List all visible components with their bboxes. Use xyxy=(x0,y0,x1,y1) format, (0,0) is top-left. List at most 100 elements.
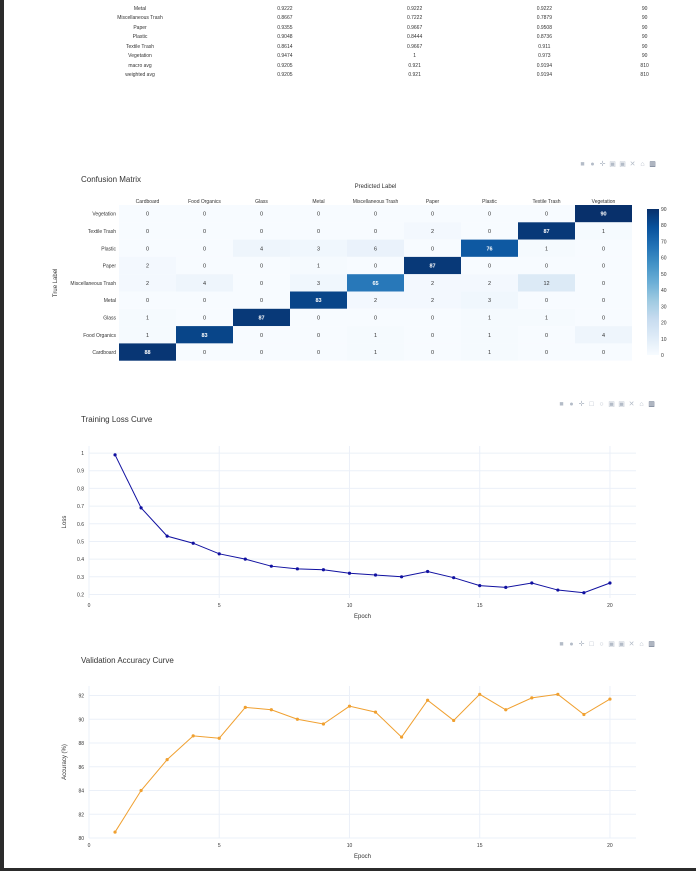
training-loss-chart[interactable]: 1 0.9 0.8 0.7 0.6 0.5 0.4 0.3 0.2 0 5 10 15 20 Epoch Lo… xyxy=(0,430,696,630)
y-tick-label: Metal xyxy=(104,298,116,304)
heatmap-cell xyxy=(347,239,404,257)
zoom-in-icon[interactable]: ▣ xyxy=(608,401,615,408)
data-point xyxy=(347,704,352,708)
camera-icon[interactable]: ■ xyxy=(580,161,585,168)
cell-value-label: 1 xyxy=(488,315,491,321)
report-cell-label: Paper xyxy=(133,24,147,31)
cell-value-label: 88 xyxy=(144,350,150,356)
confusion-matrix-chart[interactable]: Predicted Label True Label Cardboard Food O… xyxy=(0,178,696,378)
heatmap-cell xyxy=(290,205,347,223)
y-tick-label: 92 xyxy=(78,694,84,700)
report-cell-recall: 0.7222 xyxy=(406,15,423,22)
cell-value-label: 87 xyxy=(429,264,435,270)
report-cell-label: Plastic xyxy=(132,34,148,41)
autoscale-icon[interactable]: ✕ xyxy=(628,641,635,648)
cell-value-label: 4 xyxy=(260,246,263,252)
lasso-icon[interactable]: ○ xyxy=(599,641,604,648)
cell-value-label: 0 xyxy=(146,212,149,218)
heatmap-cell xyxy=(461,274,518,292)
report-cell-support: 810 xyxy=(640,62,649,69)
data-point xyxy=(295,717,299,721)
home-icon[interactable]: ⌂ xyxy=(639,641,644,648)
colorbar-tick-label: 30 xyxy=(661,304,667,310)
heatmap-cell xyxy=(518,205,575,223)
cell-value-label: 0 xyxy=(602,281,605,287)
home-icon[interactable]: ⌂ xyxy=(640,161,645,168)
colorbar-tick-label: 20 xyxy=(661,321,667,327)
zoom-icon[interactable]: ● xyxy=(569,641,574,648)
y-tick-label: 84 xyxy=(78,789,84,795)
modebar: ■ ● ✛ ▣ ▣ ✕ ⌂ ▥ xyxy=(579,161,656,168)
autoscale-icon[interactable]: ✕ xyxy=(629,161,636,168)
lasso-icon[interactable]: ○ xyxy=(599,401,604,408)
x-tick-label: Vegetation xyxy=(592,199,616,205)
y-tick-label: 0.4 xyxy=(77,557,84,563)
home-icon[interactable]: ⌂ xyxy=(639,401,644,408)
zoom-icon[interactable]: ● xyxy=(569,401,574,408)
box-select-icon[interactable]: □ xyxy=(589,401,594,408)
x-tick-label: Paper xyxy=(426,199,440,205)
y-tick-label: 1 xyxy=(81,451,84,457)
y-tick-label: Textile Trash xyxy=(88,229,116,235)
plotly-logo-icon[interactable]: ▥ xyxy=(648,641,655,648)
plotly-logo-icon[interactable]: ▥ xyxy=(649,161,656,168)
cell-value-label: 0 xyxy=(431,212,434,218)
cell-value-label: 2 xyxy=(431,281,434,287)
data-point xyxy=(530,581,534,585)
report-cell-f1: 0.8736 xyxy=(536,34,552,41)
heatmap-cell xyxy=(119,326,176,344)
heatmap-cell xyxy=(119,274,176,292)
heatmap-cell xyxy=(176,326,233,344)
cell-value-label: 83 xyxy=(201,333,207,339)
x-tick-label: Textile Trash xyxy=(532,199,560,205)
report-cell-precision: 0.8667 xyxy=(277,15,293,22)
cell-value-label: 0 xyxy=(146,229,149,235)
zoom-in-icon[interactable]: ▣ xyxy=(609,161,616,168)
heatmap-cell xyxy=(461,291,518,309)
heatmap-cell xyxy=(176,343,233,361)
box-select-icon[interactable]: □ xyxy=(589,641,594,648)
y-tick-label: Cardboard xyxy=(92,350,116,356)
cell-value-label: 2 xyxy=(431,298,434,304)
heatmap-cell xyxy=(347,256,404,275)
report-table: Metal 0.9222 0.9222 0.9222 90 Miscellaneous T… xyxy=(60,4,680,80)
heatmap-cell xyxy=(290,274,347,292)
cell-value-label: 3 xyxy=(317,246,320,252)
heatmap-cell xyxy=(119,291,176,309)
report-cell-support: 90 xyxy=(641,24,648,31)
data-point xyxy=(426,698,430,702)
x-tick-label: 20 xyxy=(607,843,613,849)
y-tick-label: Glass xyxy=(103,315,116,321)
validation-accuracy-title: Validation Accuracy Curve xyxy=(81,656,174,665)
pan-icon[interactable]: ✛ xyxy=(578,641,585,648)
x-tick-label: Glass xyxy=(255,199,268,205)
autoscale-icon[interactable]: ✕ xyxy=(628,401,635,408)
zoom-icon[interactable]: ● xyxy=(590,161,595,168)
validation-accuracy-chart[interactable]: 92 90 88 86 84 82 80 0 5 10 15 20 Epoch Accuracy (%) xyxy=(0,672,696,868)
series-line xyxy=(114,693,611,833)
camera-icon[interactable]: ■ xyxy=(559,641,564,648)
zoom-out-icon[interactable]: ▣ xyxy=(619,161,626,168)
report-cell-support: 90 xyxy=(641,53,648,60)
report-cell-label: Textile Trash xyxy=(125,43,155,50)
zoom-out-icon[interactable]: ▣ xyxy=(618,401,625,408)
camera-icon[interactable]: ■ xyxy=(559,401,564,408)
report-cell-precision: 0.9222 xyxy=(277,5,293,12)
pan-icon[interactable]: ✛ xyxy=(578,401,585,408)
training-loss-title: Training Loss Curve xyxy=(81,415,153,424)
report-cell-recall: 0.921 xyxy=(408,62,421,69)
zoom-in-icon[interactable]: ▣ xyxy=(608,641,615,648)
report-cell-precision: 0.9205 xyxy=(277,62,293,69)
pan-icon[interactable]: ✛ xyxy=(599,161,606,168)
zoom-out-icon[interactable]: ▣ xyxy=(618,641,625,648)
y-tick-label: 0.7 xyxy=(77,504,84,510)
plotly-logo-icon[interactable]: ▥ xyxy=(648,401,655,408)
data-point xyxy=(608,581,612,585)
cell-value-label: 1 xyxy=(374,333,377,339)
cell-value-label: 1 xyxy=(317,264,320,270)
heatmap-cell xyxy=(233,256,290,275)
cell-value-label: 0 xyxy=(203,350,206,356)
cell-value-label: 0 xyxy=(431,350,434,356)
data-point xyxy=(321,568,326,572)
modebar: ■ ● ✛ □ ○ ▣ ▣ ✕ ⌂ ▥ xyxy=(558,641,655,648)
